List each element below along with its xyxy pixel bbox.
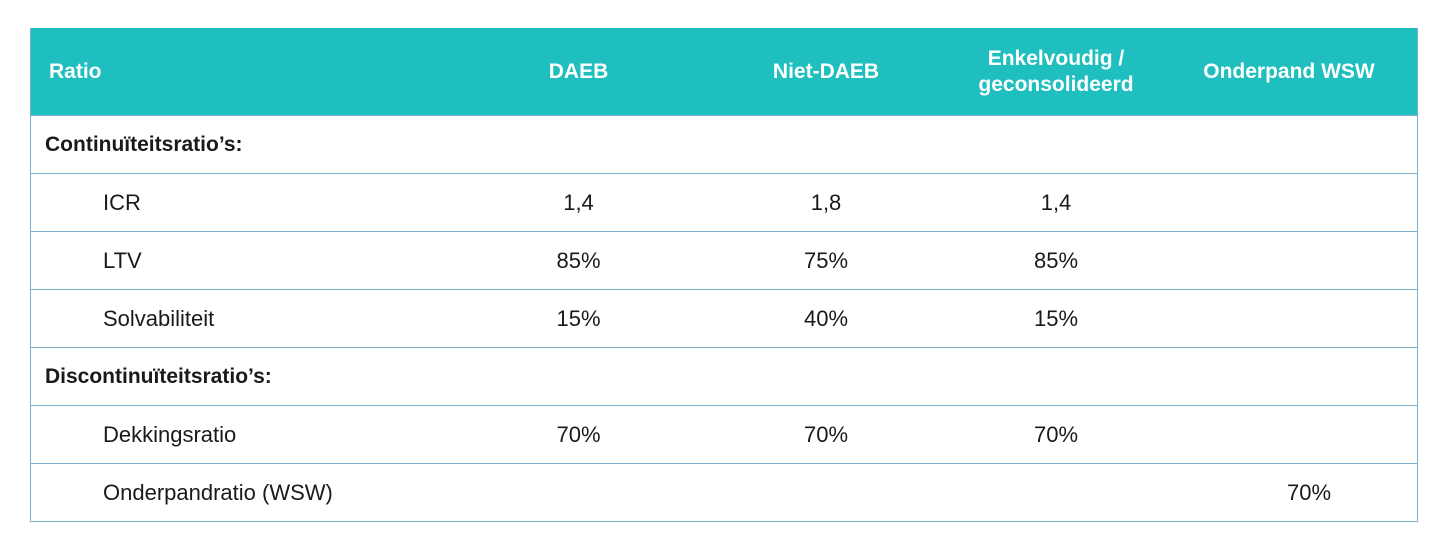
cell-niet-daeb: 70% <box>803 421 849 447</box>
row-label: Onderpandratio (WSW) <box>103 479 333 505</box>
cell-onderpand <box>1161 174 1417 231</box>
cell-onderpand: 70% <box>1286 479 1332 505</box>
cell-enkelvoudig: 15% <box>1033 305 1079 331</box>
header-ratio: Ratio <box>49 59 102 83</box>
header-onderpand-wsw: Onderpand WSW <box>1161 28 1417 115</box>
row-label: ICR <box>103 189 141 215</box>
section-label: Continuïteitsratio’s: <box>45 132 243 156</box>
table-row: Onderpandratio (WSW) 70% <box>31 463 1417 521</box>
table-row: ICR 1,4 1,8 1,4 <box>31 173 1417 231</box>
cell-niet-daeb <box>701 464 951 521</box>
cell-onderpand <box>1161 232 1417 289</box>
cell-enkelvoudig <box>951 464 1161 521</box>
row-label: LTV <box>103 247 142 273</box>
header-daeb: DAEB <box>548 59 609 83</box>
cell-daeb: 15% <box>556 305 601 331</box>
table-header-row: Ratio DAEB Niet-DAEB Enkelvoudig / gecon… <box>31 28 1417 115</box>
table-row: Dekkingsratio 70% 70% 70% <box>31 405 1417 463</box>
header-niet-daeb: Niet-DAEB <box>772 59 880 83</box>
cell-daeb <box>456 464 701 521</box>
cell-niet-daeb: 40% <box>803 305 849 331</box>
cell-niet-daeb: 75% <box>803 247 849 273</box>
cell-enkelvoudig: 85% <box>1033 247 1079 273</box>
section-label: Discontinuïteitsratio’s: <box>45 364 272 388</box>
cell-onderpand <box>1161 290 1417 347</box>
cell-enkelvoudig: 70% <box>1033 421 1079 447</box>
cell-daeb: 1,4 <box>563 189 594 215</box>
table-row: LTV 85% 75% 85% <box>31 231 1417 289</box>
ratio-table: Ratio DAEB Niet-DAEB Enkelvoudig / gecon… <box>30 28 1418 522</box>
table-row: Solvabiliteit 15% 40% 15% <box>31 289 1417 347</box>
cell-enkelvoudig: 1,4 <box>1040 189 1072 215</box>
cell-daeb: 70% <box>556 421 601 447</box>
header-enkelvoudig: Enkelvoudig / geconsolideerd <box>978 46 1134 96</box>
row-label: Solvabiliteit <box>103 305 215 331</box>
row-label: Dekkingsratio <box>103 421 237 447</box>
section-row-continuiteit: Continuïteitsratio’s: <box>31 115 1417 173</box>
cell-onderpand <box>1161 406 1417 463</box>
cell-niet-daeb: 1,8 <box>810 189 842 215</box>
cell-daeb: 85% <box>556 247 601 273</box>
section-row-discontinuiteit: Discontinuïteitsratio’s: <box>31 347 1417 405</box>
